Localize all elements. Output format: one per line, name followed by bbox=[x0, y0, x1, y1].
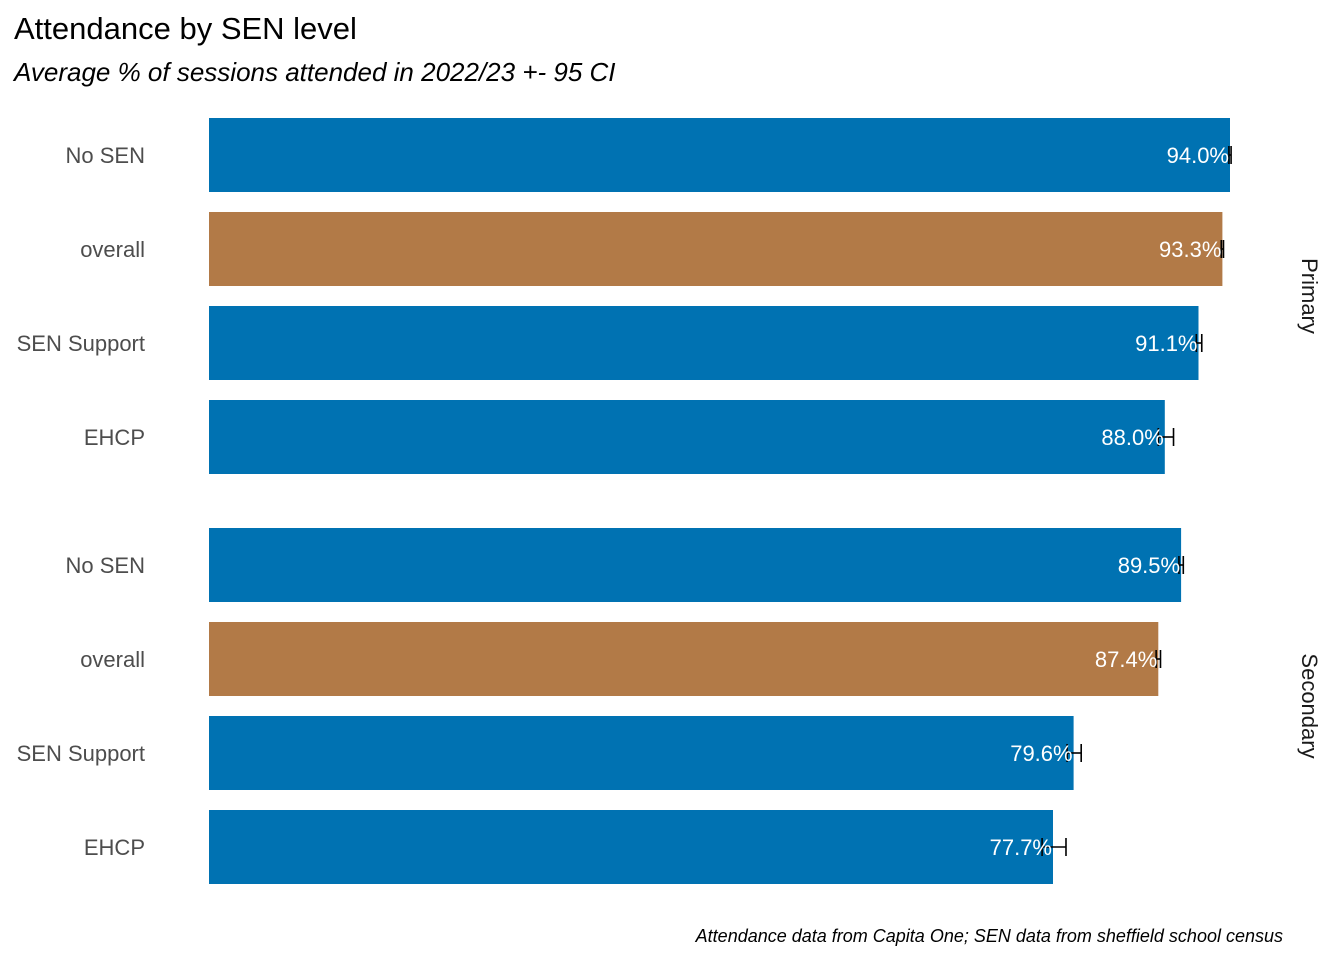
facet-label: Secondary bbox=[1297, 653, 1322, 758]
chart-caption: Attendance data from Capita One; SEN dat… bbox=[695, 926, 1283, 946]
data-label: 79.6% bbox=[1010, 741, 1072, 766]
bar-primary-overall bbox=[209, 212, 1223, 286]
data-label: 94.0% bbox=[1167, 143, 1229, 168]
category-label: No SEN bbox=[66, 143, 145, 168]
data-label: 91.1% bbox=[1135, 331, 1197, 356]
category-label: SEN Support bbox=[17, 741, 145, 766]
chart-title: Attendance by SEN level bbox=[14, 11, 357, 46]
facet-label: Primary bbox=[1297, 258, 1322, 334]
category-label: overall bbox=[80, 237, 145, 262]
bar-secondary-sen-support bbox=[209, 716, 1074, 790]
bar-primary-no-sen bbox=[209, 118, 1230, 192]
bar-primary-sen-support bbox=[209, 306, 1199, 380]
facet-panel-primary: No SEN 94.0% overall 93.3% SEN Support 91.1% E… bbox=[17, 118, 1322, 474]
data-label: 89.5% bbox=[1118, 553, 1180, 578]
data-label: 77.7% bbox=[990, 835, 1052, 860]
bar-secondary-ehcp bbox=[209, 810, 1053, 884]
category-label: SEN Support bbox=[17, 331, 145, 356]
data-label: 93.3% bbox=[1159, 237, 1221, 262]
category-label: EHCP bbox=[84, 425, 145, 450]
data-label: 88.0% bbox=[1101, 425, 1163, 450]
chart-subtitle: Average % of sessions attended in 2022/2… bbox=[12, 57, 616, 87]
category-label: No SEN bbox=[66, 553, 145, 578]
facets: No SEN 94.0% overall 93.3% SEN Support 91.1% E… bbox=[17, 118, 1322, 884]
category-label: EHCP bbox=[84, 835, 145, 860]
bar-secondary-no-sen bbox=[209, 528, 1182, 602]
facet-panel-secondary: No SEN 89.5% overall 87.4% SEN Support 79.6% E… bbox=[17, 528, 1322, 884]
bar-secondary-overall bbox=[209, 622, 1159, 696]
bar-primary-ehcp bbox=[209, 400, 1165, 474]
category-label: overall bbox=[80, 647, 145, 672]
data-label: 87.4% bbox=[1095, 647, 1157, 672]
